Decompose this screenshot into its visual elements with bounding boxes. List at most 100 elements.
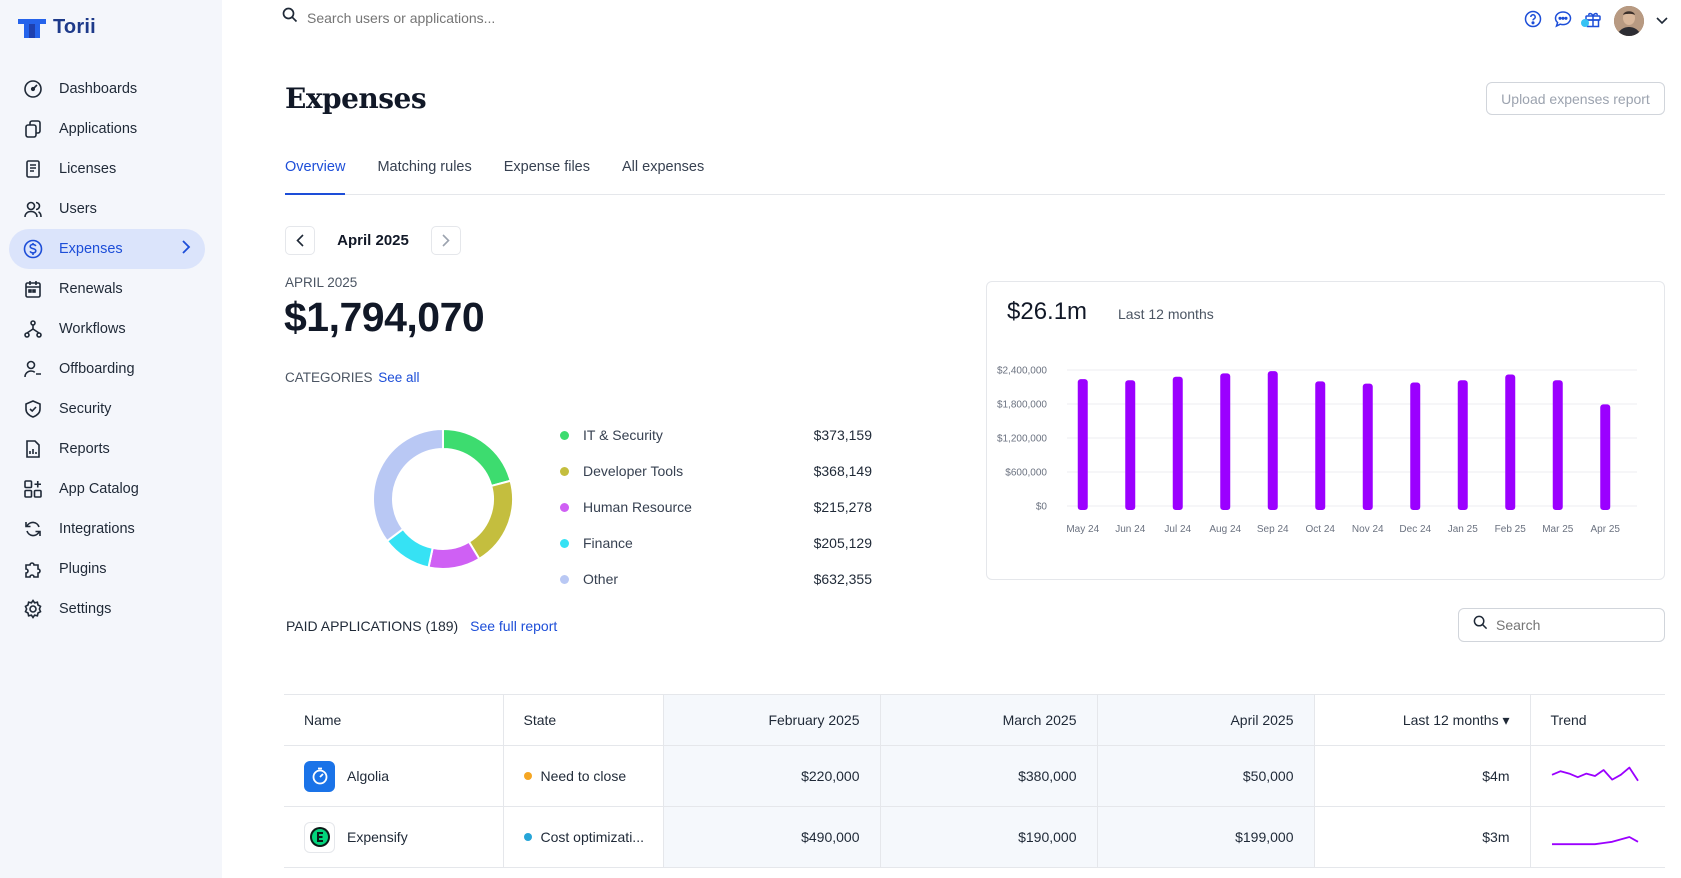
donut-slice-human-resource[interactable] bbox=[427, 540, 481, 569]
month-label: April 2025 bbox=[337, 232, 409, 249]
sidebar-item-security[interactable]: Security bbox=[9, 389, 205, 429]
app-name-cell: Algolia bbox=[284, 745, 504, 807]
column-header-april[interactable]: April 2025 bbox=[1096, 694, 1314, 746]
legend-item[interactable]: IT & Security $373,159 bbox=[560, 417, 872, 453]
bar-apr-25[interactable] bbox=[1600, 404, 1611, 510]
bar-sep-24[interactable] bbox=[1267, 371, 1278, 510]
column-header-name[interactable]: Name bbox=[284, 694, 504, 746]
chart-subtitle: Last 12 months bbox=[1118, 306, 1214, 322]
sidebar-item-offboarding[interactable]: Offboarding bbox=[9, 349, 205, 389]
table-row[interactable]: Expensify Cost optimizati... $490,000 $1… bbox=[284, 806, 1665, 868]
workflow-icon bbox=[23, 319, 43, 339]
bar-mar-25[interactable] bbox=[1552, 380, 1563, 510]
offboarding-icon bbox=[23, 359, 43, 379]
sidebar-item-renewals[interactable]: Renewals bbox=[9, 269, 205, 309]
sidebar-item-label: Workflows bbox=[59, 321, 126, 337]
torii-logo[interactable]: Torii bbox=[17, 16, 96, 39]
sidebar-item-applications[interactable]: Applications bbox=[9, 109, 205, 149]
avatar[interactable] bbox=[1614, 6, 1644, 36]
legend-item[interactable]: Human Resource $215,278 bbox=[560, 489, 872, 525]
column-header-march[interactable]: March 2025 bbox=[879, 694, 1097, 746]
trend-sparkline bbox=[1551, 766, 1639, 781]
next-month-button[interactable] bbox=[431, 226, 461, 255]
bar-dec-24[interactable] bbox=[1410, 382, 1421, 510]
last-12-months-value[interactable]: $4m bbox=[1313, 745, 1530, 807]
donut-slice-developer-tools[interactable] bbox=[467, 479, 513, 561]
x-tick-label: Jan 25 bbox=[1448, 524, 1478, 535]
puzzle-icon bbox=[23, 559, 43, 579]
integrations-icon bbox=[23, 519, 43, 539]
app-name[interactable]: Algolia bbox=[347, 768, 390, 784]
sidebar-item-label: Applications bbox=[59, 121, 138, 137]
column-header-february[interactable]: February 2025 bbox=[662, 694, 880, 746]
sidebar-item-app-catalog[interactable]: App Catalog bbox=[9, 469, 205, 509]
donut-slice-other[interactable] bbox=[373, 429, 444, 543]
upload-expenses-button[interactable]: Upload expenses report bbox=[1486, 82, 1665, 115]
sidebar-item-label: Renewals bbox=[59, 281, 123, 297]
tab-expense-files[interactable]: Expense files bbox=[503, 159, 590, 175]
march-value: $380,000 bbox=[879, 745, 1097, 807]
legend-item[interactable]: Developer Tools $368,149 bbox=[560, 453, 872, 489]
sidebar-item-dashboards[interactable]: Dashboards bbox=[9, 69, 205, 109]
categories-donut-chart bbox=[373, 429, 513, 569]
table-search-input[interactable] bbox=[1496, 617, 1646, 633]
legend-value: $373,159 bbox=[813, 427, 872, 443]
see-full-report-link[interactable]: See full report bbox=[470, 618, 558, 634]
chat-icon[interactable] bbox=[1554, 10, 1572, 33]
see-all-categories-link[interactable]: See all bbox=[378, 370, 420, 385]
paid-apps-title: PAID APPLICATIONS (189) bbox=[286, 618, 459, 634]
x-tick-label: Aug 24 bbox=[1209, 524, 1241, 535]
search-input[interactable] bbox=[307, 9, 627, 26]
legend-item[interactable]: Finance $205,129 bbox=[560, 525, 872, 561]
bar-feb-25[interactable] bbox=[1505, 374, 1516, 510]
legend-swatch bbox=[560, 574, 569, 584]
sidebar-item-reports[interactable]: Reports bbox=[9, 429, 205, 469]
donut-slice-it-security[interactable] bbox=[442, 429, 512, 488]
sidebar-item-integrations[interactable]: Integrations bbox=[9, 509, 205, 549]
month-navigator: April 2025 bbox=[285, 226, 461, 255]
bar-jul-24[interactable] bbox=[1172, 376, 1183, 510]
gift-icon[interactable] bbox=[1581, 10, 1602, 33]
catalog-icon bbox=[23, 479, 43, 499]
tab-matching-rules[interactable]: Matching rules bbox=[377, 159, 472, 175]
legend-swatch bbox=[560, 502, 569, 512]
table-search[interactable] bbox=[1458, 608, 1665, 642]
page-title: Expenses bbox=[285, 82, 427, 115]
sidebar-item-plugins[interactable]: Plugins bbox=[9, 549, 205, 589]
previous-month-button[interactable] bbox=[285, 226, 315, 255]
last-12-months-value[interactable]: $3m bbox=[1313, 806, 1530, 868]
app-name[interactable]: Expensify bbox=[347, 829, 408, 845]
y-tick-label: $1,200,000 bbox=[997, 434, 1047, 445]
sidebar-item-settings[interactable]: Settings bbox=[9, 589, 205, 629]
sidebar-item-expenses[interactable]: Expenses bbox=[9, 229, 205, 269]
paid-apps-table: Name State February 2025 March 2025 Apri… bbox=[284, 694, 1665, 868]
sidebar-item-label: Reports bbox=[59, 441, 110, 457]
table-row[interactable]: Algolia Need to close $220,000 $380,000 … bbox=[284, 745, 1665, 807]
x-tick-label: May 24 bbox=[1066, 524, 1099, 535]
shield-icon bbox=[23, 399, 43, 419]
april-value: $50,000 bbox=[1096, 745, 1314, 807]
legend-item[interactable]: Other $632,355 bbox=[560, 561, 872, 597]
help-icon[interactable] bbox=[1524, 10, 1542, 33]
bar-jan-25[interactable] bbox=[1457, 380, 1468, 510]
bar-oct-24[interactable] bbox=[1315, 381, 1326, 510]
state-dot bbox=[523, 772, 532, 780]
x-tick-label: Sep 24 bbox=[1257, 524, 1289, 535]
legend-value: $368,149 bbox=[813, 463, 872, 479]
column-header-state[interactable]: State bbox=[503, 694, 663, 746]
column-header-last-12-months[interactable]: Last 12 months ▾ bbox=[1313, 694, 1530, 746]
bar-nov-24[interactable] bbox=[1362, 383, 1373, 510]
tab-all-expenses[interactable]: All expenses bbox=[621, 159, 705, 175]
bar-may-24[interactable] bbox=[1077, 379, 1088, 510]
sidebar-item-users[interactable]: Users bbox=[9, 189, 205, 229]
app-state-cell: Cost optimizati... bbox=[503, 806, 663, 868]
tab-overview[interactable]: Overview bbox=[285, 152, 346, 195]
bar-jun-24[interactable] bbox=[1125, 380, 1136, 510]
column-header-trend[interactable]: Trend bbox=[1529, 694, 1665, 746]
sidebar-item-workflows[interactable]: Workflows bbox=[9, 309, 205, 349]
chevron-down-icon[interactable] bbox=[1656, 12, 1668, 30]
sidebar-item-licenses[interactable]: Licenses bbox=[9, 149, 205, 189]
bar-aug-24[interactable] bbox=[1220, 373, 1231, 510]
global-search[interactable] bbox=[282, 7, 627, 28]
total-amount: $1,794,070 bbox=[284, 294, 485, 340]
